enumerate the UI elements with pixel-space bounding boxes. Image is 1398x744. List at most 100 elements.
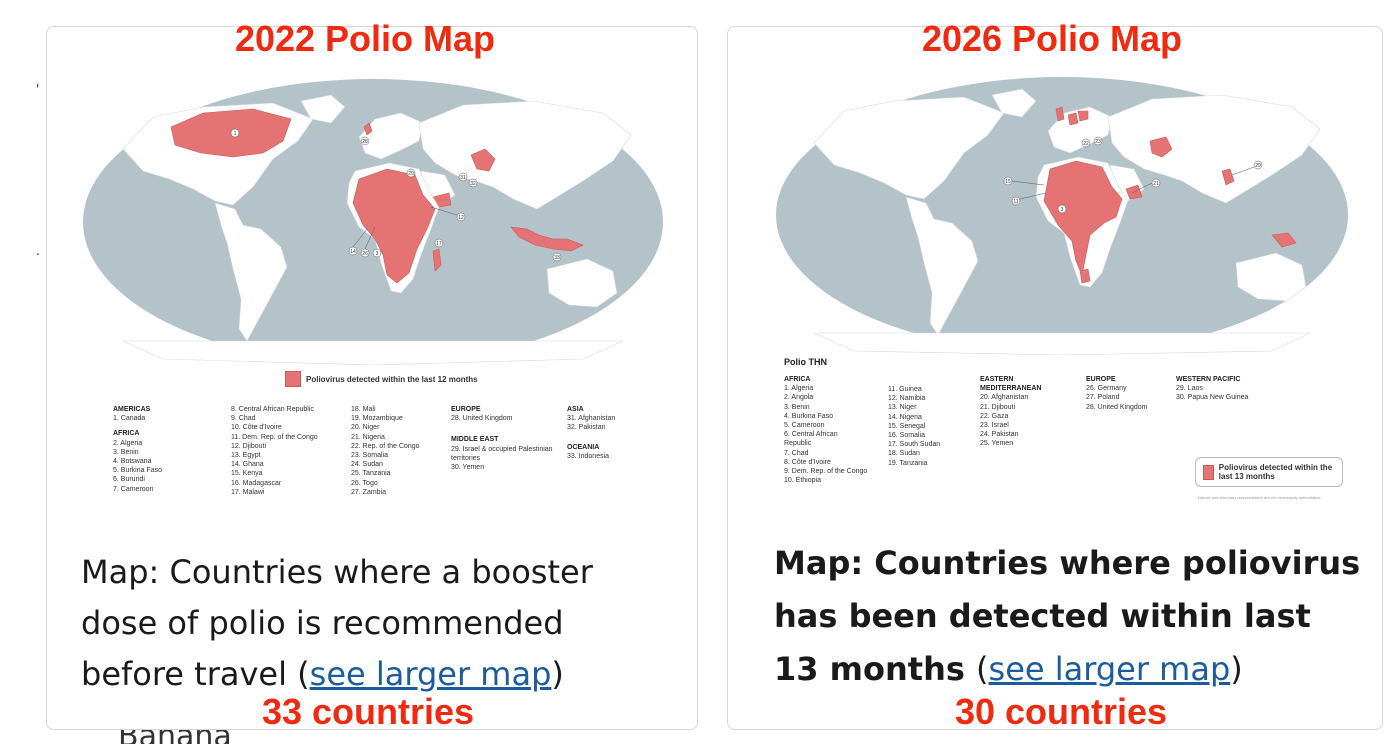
country-item: 18. Mali — [351, 406, 376, 413]
country-item: 5. Cameroon — [784, 422, 825, 430]
svg-text:28: 28 — [362, 139, 368, 145]
country-item: 25. Yemen — [980, 440, 1014, 448]
country-item: 17. South Sudan — [888, 441, 941, 449]
legend-swatch — [285, 371, 301, 387]
panel-2022: 2022 Polio Map 1 28 29 31 32 — [46, 19, 698, 732]
svg-text:21: 21 — [1153, 181, 1159, 187]
country-item: 27. Zambia — [351, 488, 387, 496]
svg-text:17: 17 — [436, 241, 442, 247]
map-legend: Poliovirus detected within the last 13 m… — [1195, 457, 1343, 487]
country-list-col-1: AFRICA 1. Algeria 2. Angola 3. Benin 4. … — [784, 375, 867, 485]
country-item: 21. Nigeria — [351, 433, 385, 441]
region-heading: WESTERN PACIFIC — [1176, 376, 1241, 383]
country-item: 26. Togo — [351, 479, 378, 487]
svg-text:29: 29 — [408, 171, 414, 177]
country-item: 20. Niger — [351, 424, 380, 432]
country-item: 16. Madagascar — [231, 479, 282, 487]
country-item: 31. Afghanistan — [567, 415, 616, 423]
country-item: 12. Djibouti — [231, 442, 267, 450]
country-item: 4. Botswana — [113, 458, 152, 466]
country-item: 29. Laos — [1176, 385, 1203, 393]
country-item: 4. Burkina Faso — [784, 412, 834, 420]
country-item: 24. Sudan — [351, 461, 383, 469]
country-item: 11. Guinea — [888, 386, 922, 393]
country-item: 33. Indonesia — [567, 452, 610, 460]
stray-mark: . — [36, 244, 40, 258]
map-title: Polio THN — [784, 357, 827, 367]
country-item: 13. Egypt — [231, 452, 261, 460]
legend-swatch — [1203, 464, 1214, 480]
country-item: 7. Cameroon — [113, 485, 154, 493]
country-item: 15. Kenya — [231, 470, 263, 478]
country-item: 14. Nigeria — [888, 413, 922, 421]
country-item: 8. Central African Republic — [231, 406, 314, 413]
country-item: 17. Malawi — [231, 488, 265, 496]
caption-text: Map: Countries where a booster dose of p… — [81, 553, 593, 693]
world-map-2026: 15 11 3 22 23 21 29 — [776, 77, 1348, 355]
country-item: 28. United Kingdom — [451, 415, 513, 423]
country-item: 26. Germany — [1086, 385, 1127, 393]
region-heading: EASTERN MEDITERRANEAN — [980, 376, 1042, 393]
svg-text:3: 3 — [376, 251, 379, 257]
region-heading: EUROPE — [451, 406, 481, 413]
see-larger-map-link[interactable]: see larger map — [309, 655, 552, 693]
country-item: 28. United Kingdom — [1086, 403, 1148, 411]
map-disclaimer: Names and boundary representation are no… — [1198, 495, 1322, 500]
panel-heading: 2022 Polio Map — [234, 18, 496, 59]
country-item: 6. Central African Republic — [784, 431, 838, 448]
svg-text:3: 3 — [1061, 207, 1064, 213]
see-larger-map-link[interactable]: see larger map — [988, 650, 1231, 688]
country-item: 29. Israel & occupied Palestinian territ… — [451, 445, 553, 462]
svg-text:23: 23 — [1095, 139, 1101, 145]
country-item: 3. Benin — [784, 403, 810, 411]
country-item: 10. Côte d'Ivoire — [231, 424, 282, 432]
panel-2026: 2026 Polio Map 15 11 3 22 23 — [727, 19, 1383, 731]
country-list-col-5: WESTERN PACIFIC 29. Laos 30. Papua New G… — [1176, 375, 1248, 403]
country-item: 22. Rep. of the Congo — [351, 442, 420, 450]
svg-text:32: 32 — [470, 181, 476, 187]
map-caption: Map: Countries where poliovirus has been… — [774, 544, 1361, 688]
country-list-col-5: ASIA 31. Afghanistan 32. Pakistan OCEANI… — [567, 405, 615, 461]
country-item: 3. Benin — [113, 448, 139, 456]
region-heading: AFRICA — [784, 376, 811, 383]
country-count: 30 countries — [954, 691, 1168, 732]
legend-label: Poliovirus detected within the last 13 m… — [1218, 463, 1333, 481]
svg-text:22: 22 — [1083, 141, 1089, 147]
svg-text:14: 14 — [350, 249, 356, 255]
country-item: 21. Djibouti — [980, 403, 1016, 411]
legend-label: Poliovirus detected within the last 12 m… — [306, 374, 478, 384]
country-item: 1. Canada — [113, 415, 146, 423]
country-list-col-2: 11. Guinea 12. Namibia 13. Niger 14. Nig… — [888, 385, 940, 468]
country-list-col-4: EUROPE 28. United Kingdom MIDDLE EAST 29… — [451, 405, 555, 472]
country-item: 2. Angola — [784, 394, 814, 402]
svg-text:29: 29 — [1255, 163, 1261, 169]
svg-text:33: 33 — [554, 255, 560, 261]
svg-text:31: 31 — [460, 175, 466, 181]
region-heading: ASIA — [567, 406, 584, 413]
country-item: 30. Papua New Guinea — [1176, 394, 1249, 402]
region-heading: EUROPE — [1086, 376, 1116, 383]
country-item: 8. Côte d'Ivoire — [784, 458, 831, 466]
country-item: 11. Dem. Rep. of the Congo — [231, 433, 318, 441]
country-item: 25. Tanzania — [351, 470, 391, 478]
country-count: 33 countries — [261, 691, 475, 732]
svg-text:11: 11 — [1013, 199, 1018, 205]
country-list-col-3: EASTERN MEDITERRANEAN 20. Afghanistan 21… — [980, 375, 1062, 449]
stray-mark: ' — [36, 82, 40, 96]
map-legend: Poliovirus detected within the last 12 m… — [285, 371, 478, 387]
country-list-col-3: 18. Mali 19. Mozambique 20. Niger 21. Ni… — [351, 405, 420, 497]
country-item: 2. Algeria — [113, 439, 143, 447]
country-item: 30. Yemen — [451, 464, 485, 472]
region-heading: AFRICA — [113, 430, 140, 438]
svg-text:26: 26 — [362, 251, 368, 257]
country-item: 23. Israel — [980, 422, 1009, 430]
country-item: 18. Sudan — [888, 450, 920, 458]
country-list-col-2: 8. Central African Republic 9. Chad 10. … — [231, 405, 318, 497]
country-item: 23. Somalia — [351, 452, 388, 460]
country-item: 12. Namibia — [888, 395, 926, 403]
country-item: 27. Poland — [1086, 394, 1120, 402]
svg-text:15: 15 — [1005, 179, 1011, 185]
country-item: 13. Niger — [888, 404, 917, 412]
country-item: 22. Gaza — [980, 412, 1009, 420]
country-list-col-1: AMERICAS 1. Canada AFRICA 2. Algeria 3. … — [113, 405, 162, 494]
